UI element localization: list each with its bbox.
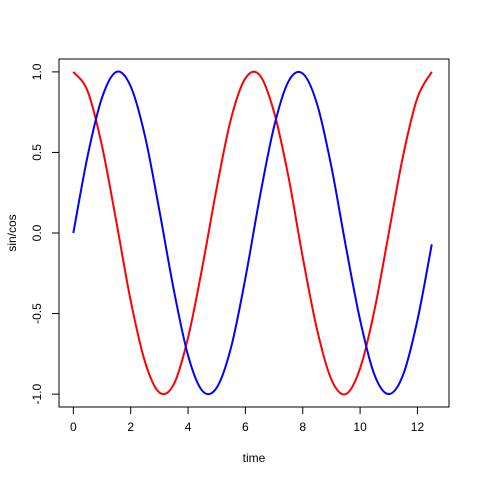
y-axis-title: sin/cos bbox=[5, 214, 19, 251]
x-tick-label: 10 bbox=[353, 420, 367, 434]
x-tick-label: 8 bbox=[299, 420, 306, 434]
x-tick-label: 0 bbox=[70, 420, 77, 434]
y-tick-label: 1.0 bbox=[30, 63, 44, 80]
x-tick-label: 4 bbox=[185, 420, 192, 434]
x-tick-label: 6 bbox=[242, 420, 249, 434]
series-line-2 bbox=[72, 70, 433, 396]
y-tick-label: 0.5 bbox=[30, 144, 44, 161]
series-line-1 bbox=[72, 70, 433, 396]
x-axis: 0 2 4 6 8 10 12 bbox=[70, 406, 425, 434]
y-tick-label: 0.0 bbox=[30, 224, 44, 241]
series-layer bbox=[72, 70, 433, 396]
y-axis: -1.0 -0.5 0.0 0.5 1.0 bbox=[30, 63, 60, 404]
x-axis-title: time bbox=[243, 451, 266, 465]
y-tick-label: -1.0 bbox=[30, 383, 44, 404]
x-tick-label: 12 bbox=[411, 420, 425, 434]
x-tick-label: 2 bbox=[127, 420, 134, 434]
y-tick-label: -0.5 bbox=[30, 303, 44, 324]
